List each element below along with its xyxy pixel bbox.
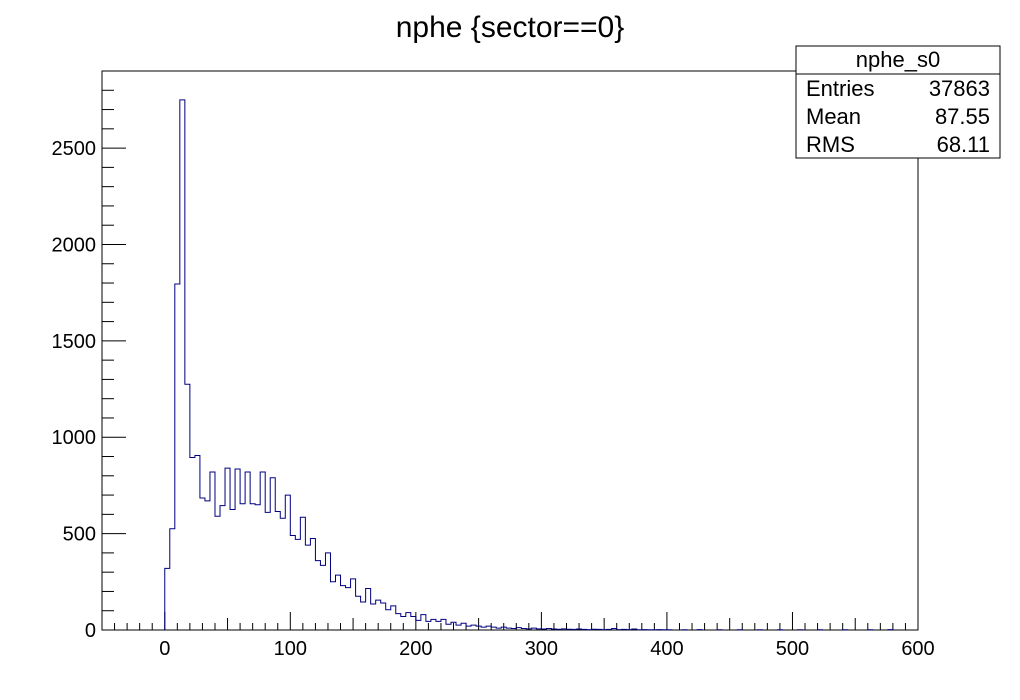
- y-axis: 0 500 1000 1500 2000 2500: [52, 89, 126, 642]
- stats-mean-label: Mean: [806, 104, 861, 129]
- stats-entries-label: Entries: [806, 76, 874, 101]
- stats-mean-value: 87.55: [935, 104, 990, 129]
- x-tick-label: 400: [650, 638, 683, 660]
- y-tick-label: 500: [63, 524, 96, 546]
- stats-box-name: nphe_s0: [856, 47, 940, 72]
- plot-frame: [101, 70, 919, 631]
- stats-box: nphe_s0 Entries 37863 Mean 87.55 RMS 68.…: [795, 45, 1001, 159]
- x-tick-label: 600: [901, 638, 934, 660]
- y-tick-label: 0: [85, 620, 96, 642]
- chart-title: nphe {sector==0}: [396, 11, 625, 44]
- y-tick-label: 2000: [52, 234, 97, 256]
- x-tick-label: 0: [159, 638, 170, 660]
- x-tick-label: 100: [274, 638, 307, 660]
- x-tick-label: 300: [525, 638, 558, 660]
- stats-entries-value: 37863: [929, 76, 990, 101]
- y-tick-label: 2500: [52, 138, 97, 160]
- stats-box-frame: [795, 45, 1001, 159]
- y-tick-label: 1500: [52, 331, 97, 353]
- x-tick-label: 500: [776, 638, 809, 660]
- stats-rms-label: RMS: [806, 132, 855, 157]
- x-tick-label: 200: [399, 638, 432, 660]
- stats-rms-value: 68.11: [937, 132, 990, 157]
- x-axis: 0 100 200 300 400 500 600: [114, 612, 935, 660]
- histogram-series-line: [164, 99, 894, 631]
- y-tick-label: 1000: [52, 427, 97, 449]
